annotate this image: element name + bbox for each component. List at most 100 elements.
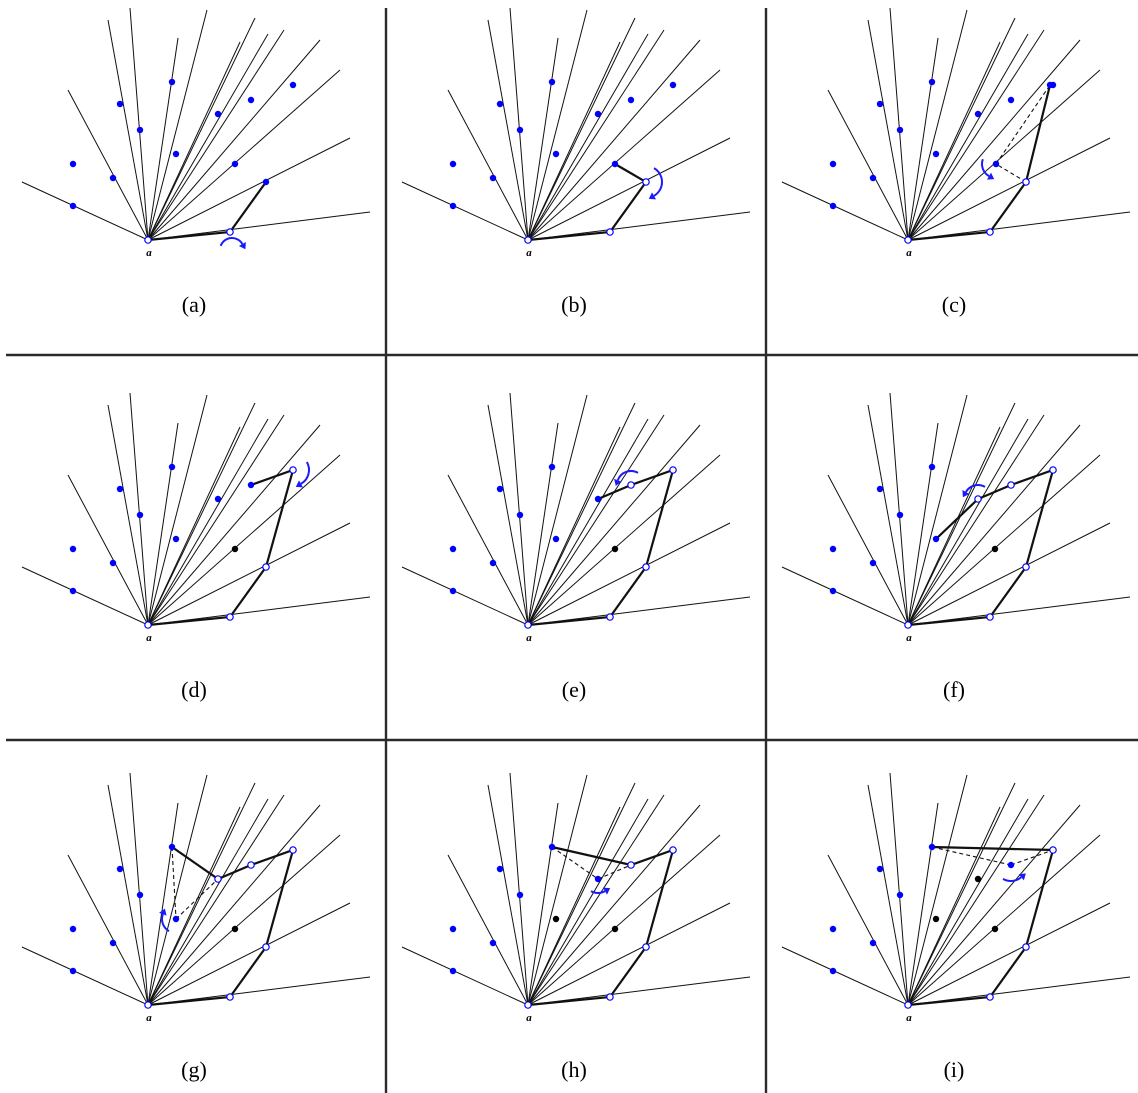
hull-vertex bbox=[289, 466, 297, 474]
candidate-edge-dashed bbox=[597, 864, 632, 880]
panel-caption: (f) bbox=[943, 677, 965, 702]
hull-vertex bbox=[627, 481, 635, 489]
hull-vertex bbox=[606, 613, 614, 621]
ray bbox=[147, 802, 179, 1006]
ray bbox=[867, 784, 909, 1006]
unprocessed-point bbox=[594, 495, 602, 503]
ray bbox=[867, 19, 909, 241]
unprocessed-point bbox=[289, 81, 297, 89]
ray bbox=[907, 522, 1111, 626]
ray bbox=[21, 946, 149, 1006]
ray bbox=[907, 394, 968, 626]
ray bbox=[907, 137, 1111, 241]
ray bbox=[781, 946, 909, 1006]
ray bbox=[129, 772, 149, 1006]
ray bbox=[147, 418, 269, 626]
unprocessed-point bbox=[669, 81, 677, 89]
ray bbox=[527, 426, 621, 626]
unprocessed-point bbox=[548, 463, 556, 471]
ray bbox=[781, 566, 909, 626]
unprocessed-point bbox=[136, 891, 144, 899]
origin-point bbox=[904, 621, 912, 629]
ray bbox=[509, 392, 529, 626]
hull-vertex bbox=[606, 228, 614, 236]
hull-vertex bbox=[226, 993, 234, 1001]
candidate-edge-dashed bbox=[171, 846, 177, 920]
unprocessed-point bbox=[489, 559, 497, 567]
ray bbox=[889, 392, 909, 626]
rotation-arrow bbox=[590, 890, 606, 894]
ray bbox=[907, 37, 939, 241]
discarded-point bbox=[552, 915, 560, 923]
ray bbox=[401, 181, 529, 241]
hull-vertex bbox=[262, 563, 270, 571]
origin-label: a bbox=[526, 247, 532, 259]
hull-chain bbox=[147, 468, 295, 627]
hull-chain bbox=[527, 845, 675, 1007]
discarded-point bbox=[932, 915, 940, 923]
ray bbox=[527, 414, 665, 626]
hull-chain bbox=[907, 468, 1055, 627]
panel-d: a (d) bbox=[21, 392, 371, 702]
candidate-edge-dashed bbox=[1010, 849, 1054, 866]
unprocessed-point bbox=[69, 545, 77, 553]
ray bbox=[67, 474, 149, 626]
panel-caption: (g) bbox=[181, 1057, 207, 1082]
origin-label: a bbox=[146, 632, 152, 644]
unprocessed-point bbox=[69, 202, 77, 210]
unprocessed-point bbox=[829, 160, 837, 168]
ray bbox=[527, 402, 636, 626]
unprocessed-point bbox=[69, 587, 77, 595]
rotation-arrow-head bbox=[1018, 873, 1026, 881]
unprocessed-point bbox=[516, 511, 524, 519]
ray bbox=[67, 89, 149, 241]
ray bbox=[527, 17, 636, 241]
origin-point bbox=[904, 1001, 912, 1009]
unprocessed-point bbox=[627, 96, 635, 104]
ray bbox=[907, 782, 1016, 1006]
ray bbox=[889, 772, 909, 1006]
hull-chain bbox=[147, 846, 295, 1007]
ray bbox=[907, 39, 1081, 241]
hull-vertex bbox=[642, 563, 650, 571]
panel-h: a (h) bbox=[401, 772, 751, 1082]
ray bbox=[907, 41, 1001, 241]
unprocessed-point bbox=[932, 150, 940, 158]
ray bbox=[907, 426, 1001, 626]
unprocessed-point bbox=[449, 925, 457, 933]
ray bbox=[907, 418, 1029, 626]
unprocessed-point bbox=[876, 100, 884, 108]
discarded-point bbox=[231, 545, 239, 553]
unprocessed-point bbox=[932, 535, 940, 543]
hull-chain bbox=[907, 845, 1055, 1007]
rotation-arrow-head bbox=[238, 242, 246, 250]
origin-label: a bbox=[526, 1012, 532, 1024]
candidate-edge-dashed bbox=[175, 878, 219, 920]
unprocessed-point bbox=[109, 174, 117, 182]
rotation-arrow bbox=[219, 237, 244, 247]
hull-chain bbox=[527, 468, 675, 627]
candidate-edge-dashed bbox=[551, 846, 599, 880]
ray bbox=[907, 17, 1016, 241]
rotation-arrow bbox=[616, 470, 639, 481]
ray bbox=[147, 834, 341, 1006]
ray bbox=[147, 424, 321, 626]
panel-caption: (a) bbox=[182, 292, 206, 317]
ray bbox=[527, 422, 559, 626]
panel-i: a (i) bbox=[781, 772, 1131, 1082]
ray bbox=[147, 29, 285, 241]
panel-a: a (a) bbox=[21, 7, 371, 317]
panel-caption: (d) bbox=[181, 677, 207, 702]
rotation-arrow-head bbox=[648, 192, 656, 200]
unprocessed-point bbox=[489, 174, 497, 182]
hull-vertex bbox=[642, 178, 650, 186]
panel-f: a (f) bbox=[781, 392, 1131, 702]
ray bbox=[907, 774, 968, 1006]
panel-caption: (b) bbox=[561, 292, 587, 317]
ray bbox=[527, 137, 731, 241]
ray bbox=[147, 426, 241, 626]
rotation-arrow-head bbox=[295, 480, 303, 488]
unprocessed-point bbox=[896, 891, 904, 899]
hull-vertex bbox=[262, 943, 270, 951]
